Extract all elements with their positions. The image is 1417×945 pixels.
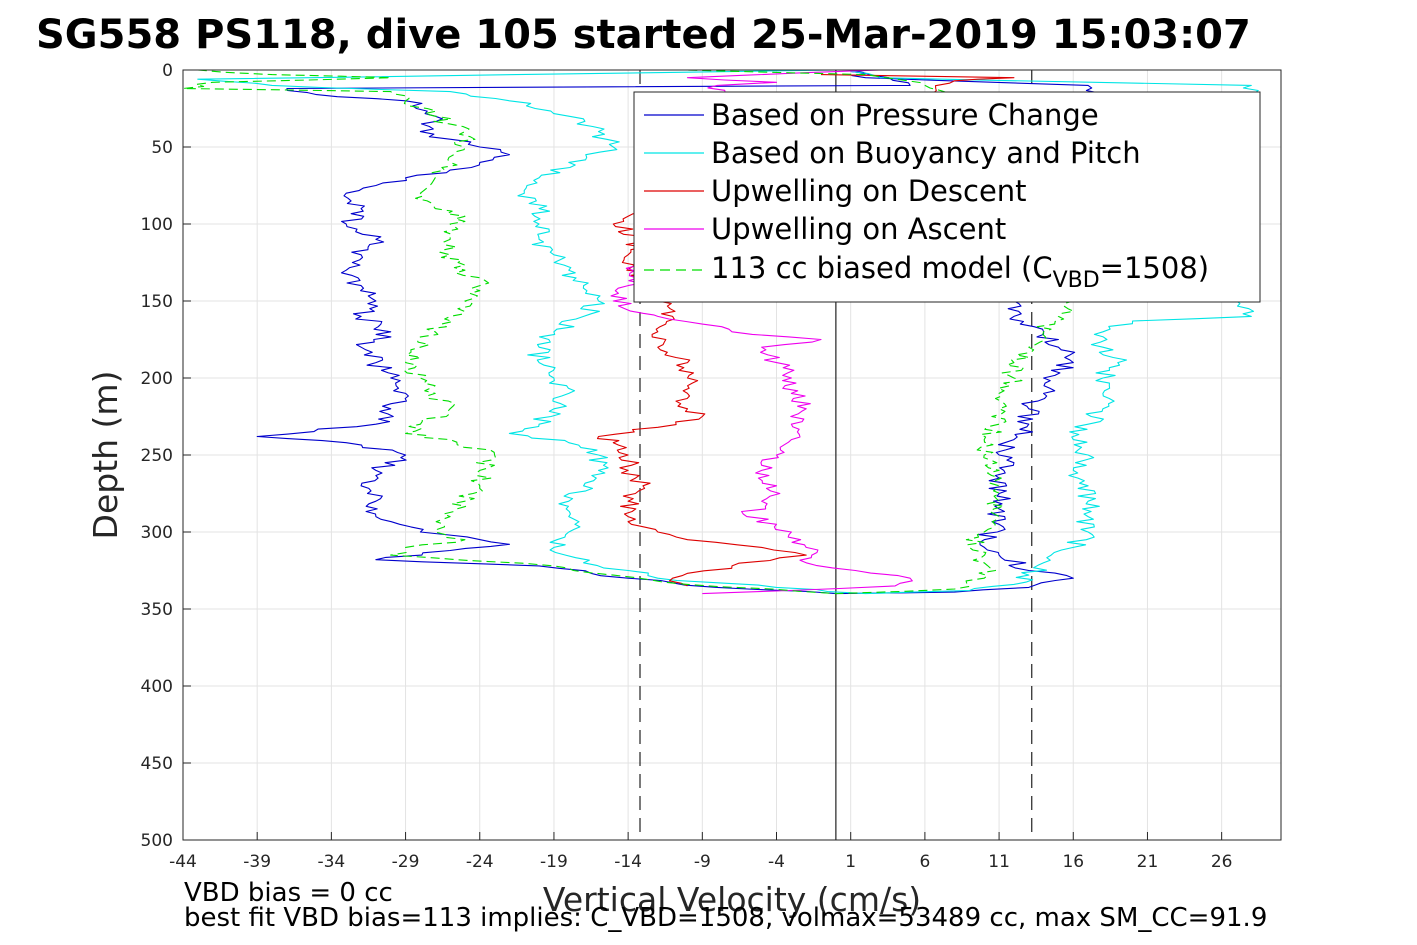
legend-label-pressure: Based on Pressure Change	[711, 98, 1099, 132]
footer-line-2: best fit VBD bias=113 implies: C_VBD=150…	[184, 903, 1267, 933]
x-tick-label: 11	[988, 852, 1010, 872]
legend: Based on Pressure Change Based on Buoyan…	[633, 91, 1261, 303]
y-tick-label: 50	[151, 138, 173, 158]
y-tick-label: 400	[141, 677, 173, 697]
chart-title: SG558 PS118, dive 105 started 25-Mar-201…	[36, 12, 1251, 58]
series-line-model	[183, 70, 1085, 595]
x-tick-label: 26	[1211, 852, 1233, 872]
x-tick-label: -34	[317, 852, 345, 872]
y-tick-label: 500	[141, 831, 173, 851]
x-tick-label: -39	[243, 852, 271, 872]
legend-model-subscript: VBD	[1053, 268, 1100, 293]
y-tick-label: 100	[141, 215, 173, 235]
legend-label-model: 113 cc biased model (CVBD=1508)	[711, 251, 1209, 293]
legend-model-suffix: =1508)	[1100, 251, 1209, 285]
x-tick-label: 21	[1137, 852, 1159, 872]
x-tick-label: -14	[614, 852, 642, 872]
y-tick-label: 0	[162, 61, 173, 81]
y-tick-label: 300	[141, 523, 173, 543]
x-tick-labels: -44 -39 -34 -29 -24 -19 -14 -9 -4 1 6 11 16 21 26	[169, 852, 1232, 872]
legend-box	[633, 91, 1261, 303]
x-tick-label: -44	[169, 852, 197, 872]
y-tick-label: 200	[141, 369, 173, 389]
x-tick-label: -29	[392, 852, 420, 872]
legend-label-upwelling-descent: Upwelling on Descent	[711, 174, 1027, 208]
x-tick-label: -4	[768, 852, 785, 872]
footer-line-1: VBD bias = 0 cc	[184, 878, 393, 908]
legend-label-upwelling-ascent: Upwelling on Ascent	[711, 212, 1006, 246]
y-tick-label: 450	[141, 754, 173, 774]
y-tick-label: 350	[141, 600, 173, 620]
y-tick-label: 150	[141, 292, 173, 312]
legend-label-buoyancy: Based on Buoyancy and Pitch	[711, 136, 1141, 170]
y-tick-label: 250	[141, 446, 173, 466]
x-axis-label: Vertical Velocity (cm/s)	[543, 880, 921, 919]
x-tick-label: -9	[694, 852, 711, 872]
x-tick-label: -19	[540, 852, 568, 872]
y-tick-labels: 0 50 100 150 200 250 300 350 400 450 500	[141, 61, 173, 851]
x-tick-label: -24	[466, 852, 494, 872]
axes-box	[182, 69, 1282, 841]
x-tick-label: 6	[919, 852, 930, 872]
x-tick-label: 1	[845, 852, 856, 872]
legend-model-prefix: 113 cc biased model (C	[711, 251, 1053, 285]
y-axis-label: Depth (m)	[86, 371, 125, 540]
x-tick-label: 16	[1062, 852, 1084, 872]
